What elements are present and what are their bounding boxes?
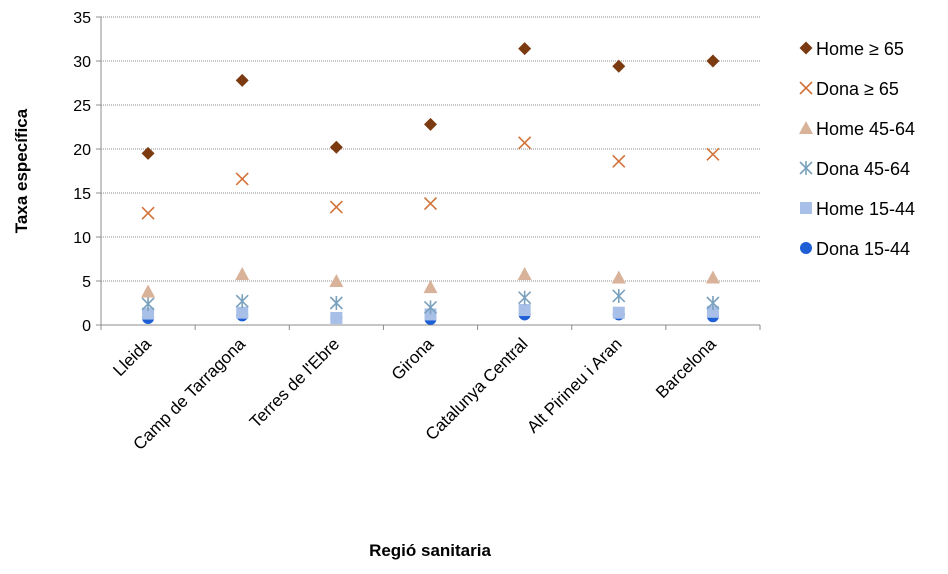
y-tick-label: 5 [82,274,91,291]
series-home-45-64 [141,266,720,298]
y-tick-label: 10 [73,230,91,247]
legend-label: Dona 15-44 [816,239,910,259]
series-dona-45-64 [141,288,720,315]
x-category-label: Barcelona [652,334,720,402]
data-point [706,147,720,161]
legend-item: Home ≥ 65 [799,39,904,59]
legend-label: Dona ≥ 65 [816,79,899,99]
legend-item: Dona ≥ 65 [799,79,899,99]
data-point [706,305,719,318]
data-point [518,304,531,317]
y-axis-title: Taxa específica [12,108,31,233]
data-point [612,154,626,168]
data-point [235,294,249,309]
legend-label: Home ≥ 65 [816,39,904,59]
series-dona-65 [141,136,720,220]
series-home-15-44 [142,304,719,324]
data-point [141,146,155,160]
legend-item: Home 15-44 [800,199,915,219]
data-point [330,311,343,324]
legend-label: Home 15-44 [816,199,915,219]
data-point [329,200,343,214]
data-point [424,117,437,131]
data-point [518,290,532,305]
legend: Home ≥ 65 Dona ≥ 65 Home 45-64 Dona 45-64 Ho… [799,39,915,259]
legend-marker [800,242,812,254]
data-point [235,73,249,87]
legend-item: Home 45-64 [799,119,915,139]
legend-marker [799,81,813,95]
gridlines [101,16,760,282]
data-point [612,288,626,303]
data-point [141,296,155,311]
y-tick-label: 0 [82,318,91,335]
data-point [423,280,438,294]
legend-marker [799,161,813,175]
y-tick-label: 30 [73,54,91,71]
axes [96,16,761,330]
data-point [705,270,720,284]
data-point [423,300,438,315]
series-home-65 [141,42,720,160]
data-point [517,266,532,280]
x-axis-title: Regió sanitaria [369,541,491,560]
legend-marker [799,41,813,55]
data-point [518,42,532,56]
x-category-label: Terres de l'Ebre [246,334,343,431]
data-point [423,196,438,211]
data-point [706,296,720,310]
data-point [236,306,249,319]
x-category-label: Lleida [109,334,155,380]
legend-label: Dona 45-64 [816,159,910,179]
data-point [611,270,626,284]
data-point [612,306,625,319]
data-point [141,284,156,298]
legend-item: Dona 45-64 [799,159,910,179]
data-point [142,307,155,320]
legend-marker [800,202,812,214]
data-point [706,54,720,68]
x-category-label: Girona [388,334,438,384]
data-point [518,136,532,150]
data-point [329,140,343,154]
y-tick-label: 25 [73,98,91,115]
y-tick-label: 20 [73,142,91,159]
y-tick-label: 15 [73,186,91,203]
legend-item: Dona 15-44 [800,239,910,259]
data-point [329,274,344,287]
data-point [329,296,343,310]
data-point [141,206,155,220]
y-tick-labels: 0 5 10 15 20 25 30 35 [73,10,91,335]
legend-marker [799,121,813,134]
data-point [612,59,626,73]
x-category-label: Alt Pirineu i Aran [523,334,625,436]
x-category-label: Catalunya Central [422,334,532,444]
data-point [235,172,249,186]
data-point [235,266,250,280]
y-tick-label: 35 [73,10,91,27]
legend-label: Home 45-64 [816,119,915,139]
data-points [141,42,720,325]
